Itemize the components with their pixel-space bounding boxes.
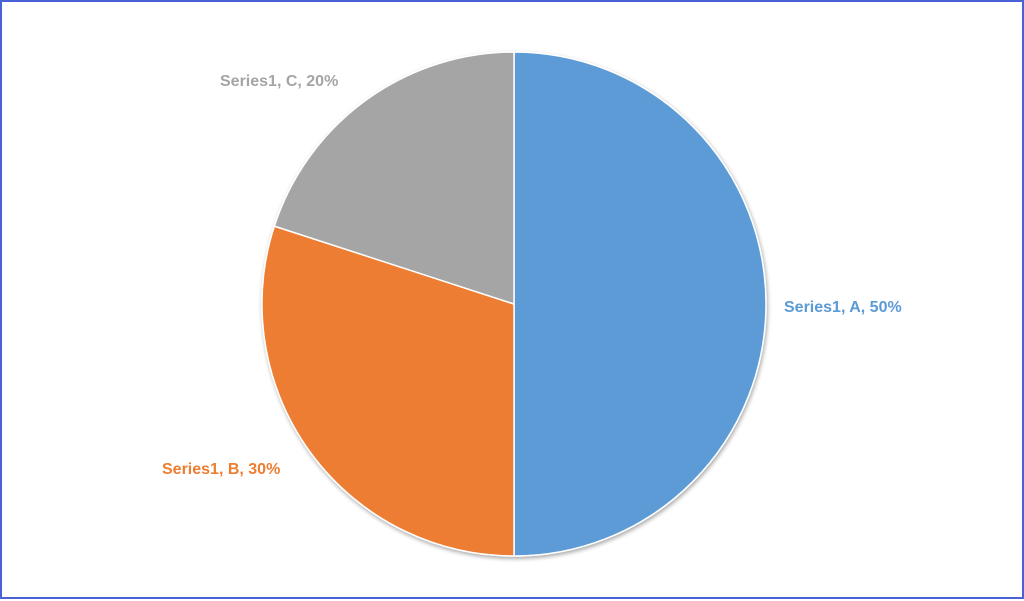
data-label-b: Series1, B, 30% <box>162 461 280 478</box>
pie-data-labels: Series1, A, 50% Series1, B, 30% Series1, C… <box>162 73 902 478</box>
pie-slices <box>261 51 767 557</box>
pie-slice-c <box>273 51 515 306</box>
pie-slice-a <box>513 51 767 557</box>
data-label-c: Series1, C, 20% <box>220 73 338 90</box>
pie-slice-b <box>261 225 515 557</box>
data-label-a: Series1, A, 50% <box>784 299 902 316</box>
